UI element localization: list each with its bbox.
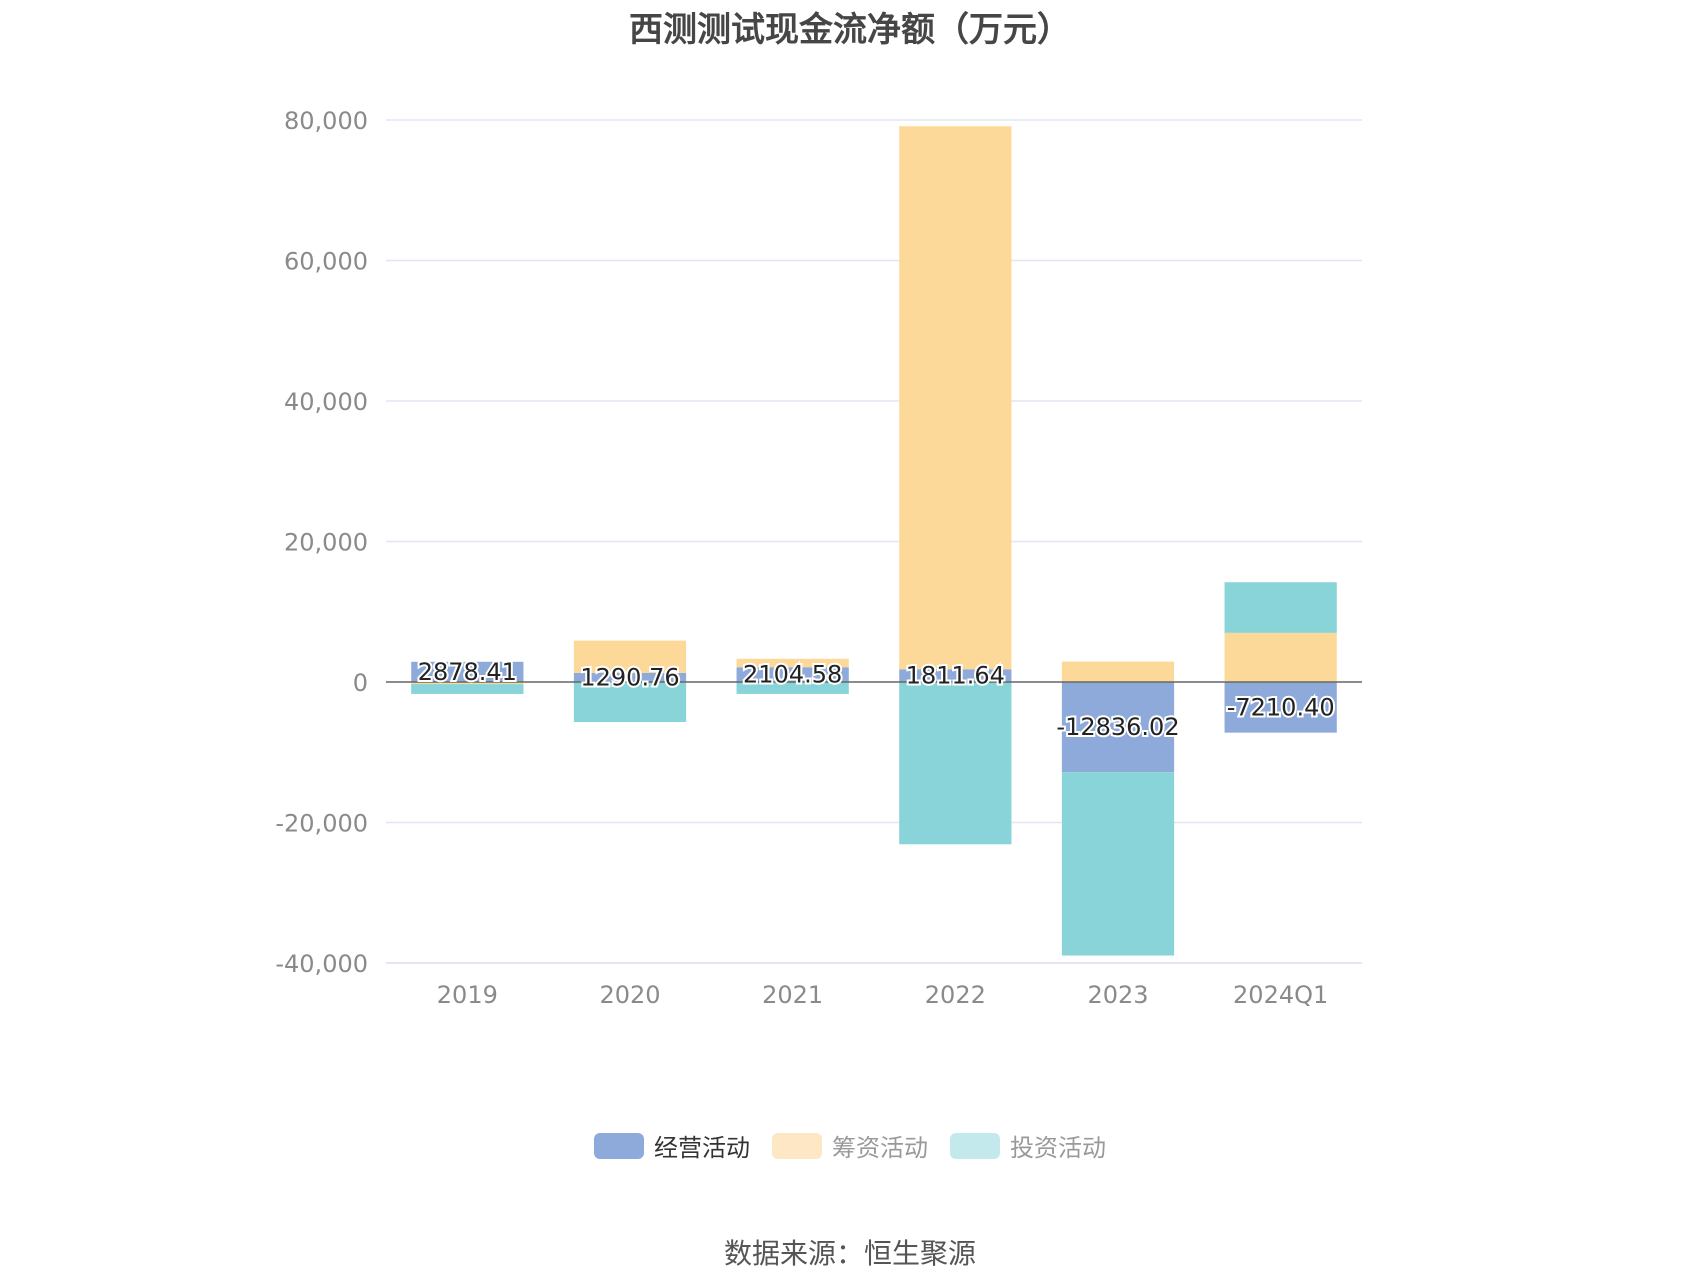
y-tick-label: 40,000 — [284, 388, 368, 416]
legend: 经营活动 筹资活动 投资活动 — [0, 1128, 1700, 1163]
legend-item-operating[interactable]: 经营活动 — [594, 1128, 750, 1163]
chart-area: 80,00060,00040,00020,0000-20,000-40,000 … — [275, 107, 1362, 1009]
y-tick-label: -20,000 — [275, 810, 368, 838]
data-label: 1290.76 — [580, 663, 679, 691]
bar-financing — [1224, 632, 1337, 682]
legend-item-financing[interactable]: 筹资活动 — [772, 1128, 928, 1163]
y-tick-label: 0 — [353, 669, 368, 697]
x-tick-label: 2021 — [762, 981, 823, 1009]
bar-operating — [1061, 682, 1175, 773]
bar-investing — [1061, 772, 1175, 956]
bar-financing — [899, 126, 1012, 670]
bar-financing — [411, 682, 524, 685]
grid-lines — [386, 119, 1362, 964]
data-label: -12836.02 — [1056, 713, 1179, 741]
data-label: -7210.40 — [1227, 693, 1335, 721]
bar-financing — [736, 658, 849, 668]
bar-operating — [573, 672, 687, 682]
data-source: 数据来源：恒生聚源 — [723, 1237, 976, 1270]
legend-label-operating: 经营活动 — [654, 1134, 750, 1162]
bar-operating — [736, 667, 849, 682]
legend-label-investing: 投资活动 — [1010, 1134, 1106, 1162]
bar-operating — [1224, 682, 1337, 733]
legend-label-financing: 筹资活动 — [832, 1134, 928, 1162]
bar-financing — [1061, 661, 1175, 682]
y-tick-label: 80,000 — [284, 107, 368, 135]
bar-financing — [573, 640, 687, 673]
y-tick-label: 20,000 — [284, 529, 368, 557]
bar-investing — [736, 682, 849, 694]
chart-title: 西测测试现金流净额（万元） — [629, 10, 1071, 50]
x-tick-label: 2022 — [925, 981, 986, 1009]
bar-investing — [573, 682, 687, 723]
legend-swatch-investing — [950, 1132, 1000, 1159]
bar-investing — [899, 682, 1012, 845]
data-label: 2104.58 — [743, 661, 842, 689]
legend-swatch-operating — [594, 1132, 644, 1159]
bar-operating — [411, 661, 524, 682]
data-labels: 2878.41 1290.76 2104.58 1811.64 -12836.02 -72… — [416, 656, 1337, 743]
legend-item-investing[interactable]: 投资活动 — [950, 1128, 1106, 1163]
data-label: 1811.64 — [906, 662, 1005, 690]
bar-operating — [899, 669, 1012, 682]
bars — [411, 126, 1337, 956]
bar-investing — [411, 684, 524, 694]
y-tick-label: -40,000 — [275, 950, 368, 978]
x-axis-ticks: 2019 2020 2021 2022 2023 2024Q1 — [437, 981, 1328, 1009]
y-axis-ticks: 80,000 60,000 40,000 20,000 0 -20,000 -40,000 — [275, 107, 368, 978]
x-tick-label: 2023 — [1087, 981, 1148, 1009]
legend-swatch-financing — [772, 1132, 822, 1159]
x-tick-label: 2019 — [437, 981, 498, 1009]
zero-line — [386, 681, 1362, 964]
bar-investing — [1224, 582, 1337, 633]
x-tick-label: 2024Q1 — [1233, 981, 1328, 1009]
y-tick-label: 60,000 — [284, 248, 368, 276]
data-label: 2878.41 — [418, 658, 517, 686]
x-tick-label: 2020 — [599, 981, 660, 1009]
